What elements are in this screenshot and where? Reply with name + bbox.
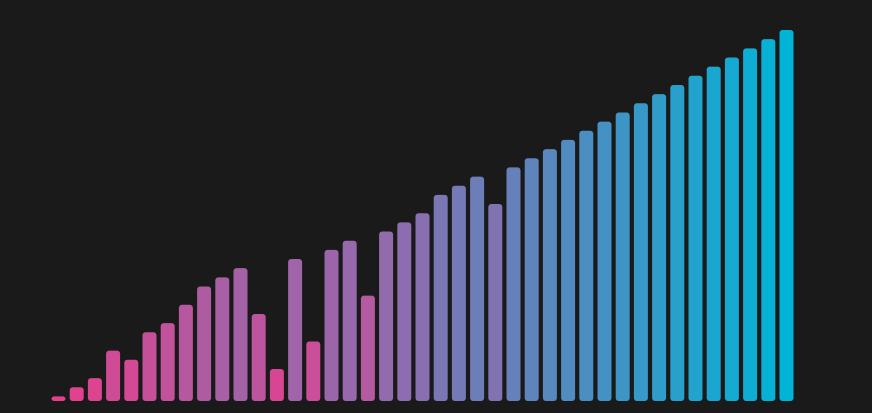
bar-30	[579, 130, 594, 401]
bar-24	[470, 176, 485, 401]
bar-10	[215, 277, 230, 401]
bar-19	[379, 231, 394, 401]
bar-38	[724, 57, 739, 401]
bar-4	[106, 350, 121, 401]
bar-2	[69, 387, 84, 401]
bar-18	[360, 295, 375, 401]
bar-20	[397, 222, 412, 401]
bar-1	[51, 396, 66, 401]
bar-5	[124, 359, 139, 401]
bar-29	[561, 139, 576, 401]
bar-6	[142, 332, 157, 401]
bar-7	[160, 323, 175, 401]
bar-31	[597, 121, 612, 401]
bars-group	[51, 30, 794, 402]
bar-22	[433, 194, 448, 401]
bar-21	[415, 213, 430, 401]
bar-25	[488, 204, 503, 401]
bar-15	[306, 341, 321, 401]
bar-37	[706, 66, 721, 401]
bar-27	[524, 158, 539, 401]
bar-23	[451, 185, 466, 401]
bar-41	[779, 30, 794, 401]
bar-14	[288, 259, 303, 401]
bar-36	[688, 75, 703, 402]
bar-17	[342, 240, 357, 401]
bar-32	[615, 112, 630, 401]
bar-8	[178, 304, 193, 401]
bar-11	[233, 268, 248, 401]
bar-39	[743, 48, 758, 401]
bar-34	[652, 94, 667, 402]
bar-3	[87, 378, 102, 401]
bar-9	[197, 286, 212, 401]
bar-26	[506, 167, 521, 401]
bar-16	[324, 249, 339, 401]
bar-28	[542, 149, 557, 401]
bar-40	[761, 39, 776, 401]
bar-12	[251, 313, 266, 401]
bar-33	[633, 103, 648, 401]
bar-35	[670, 84, 685, 402]
bar-13	[269, 368, 284, 401]
